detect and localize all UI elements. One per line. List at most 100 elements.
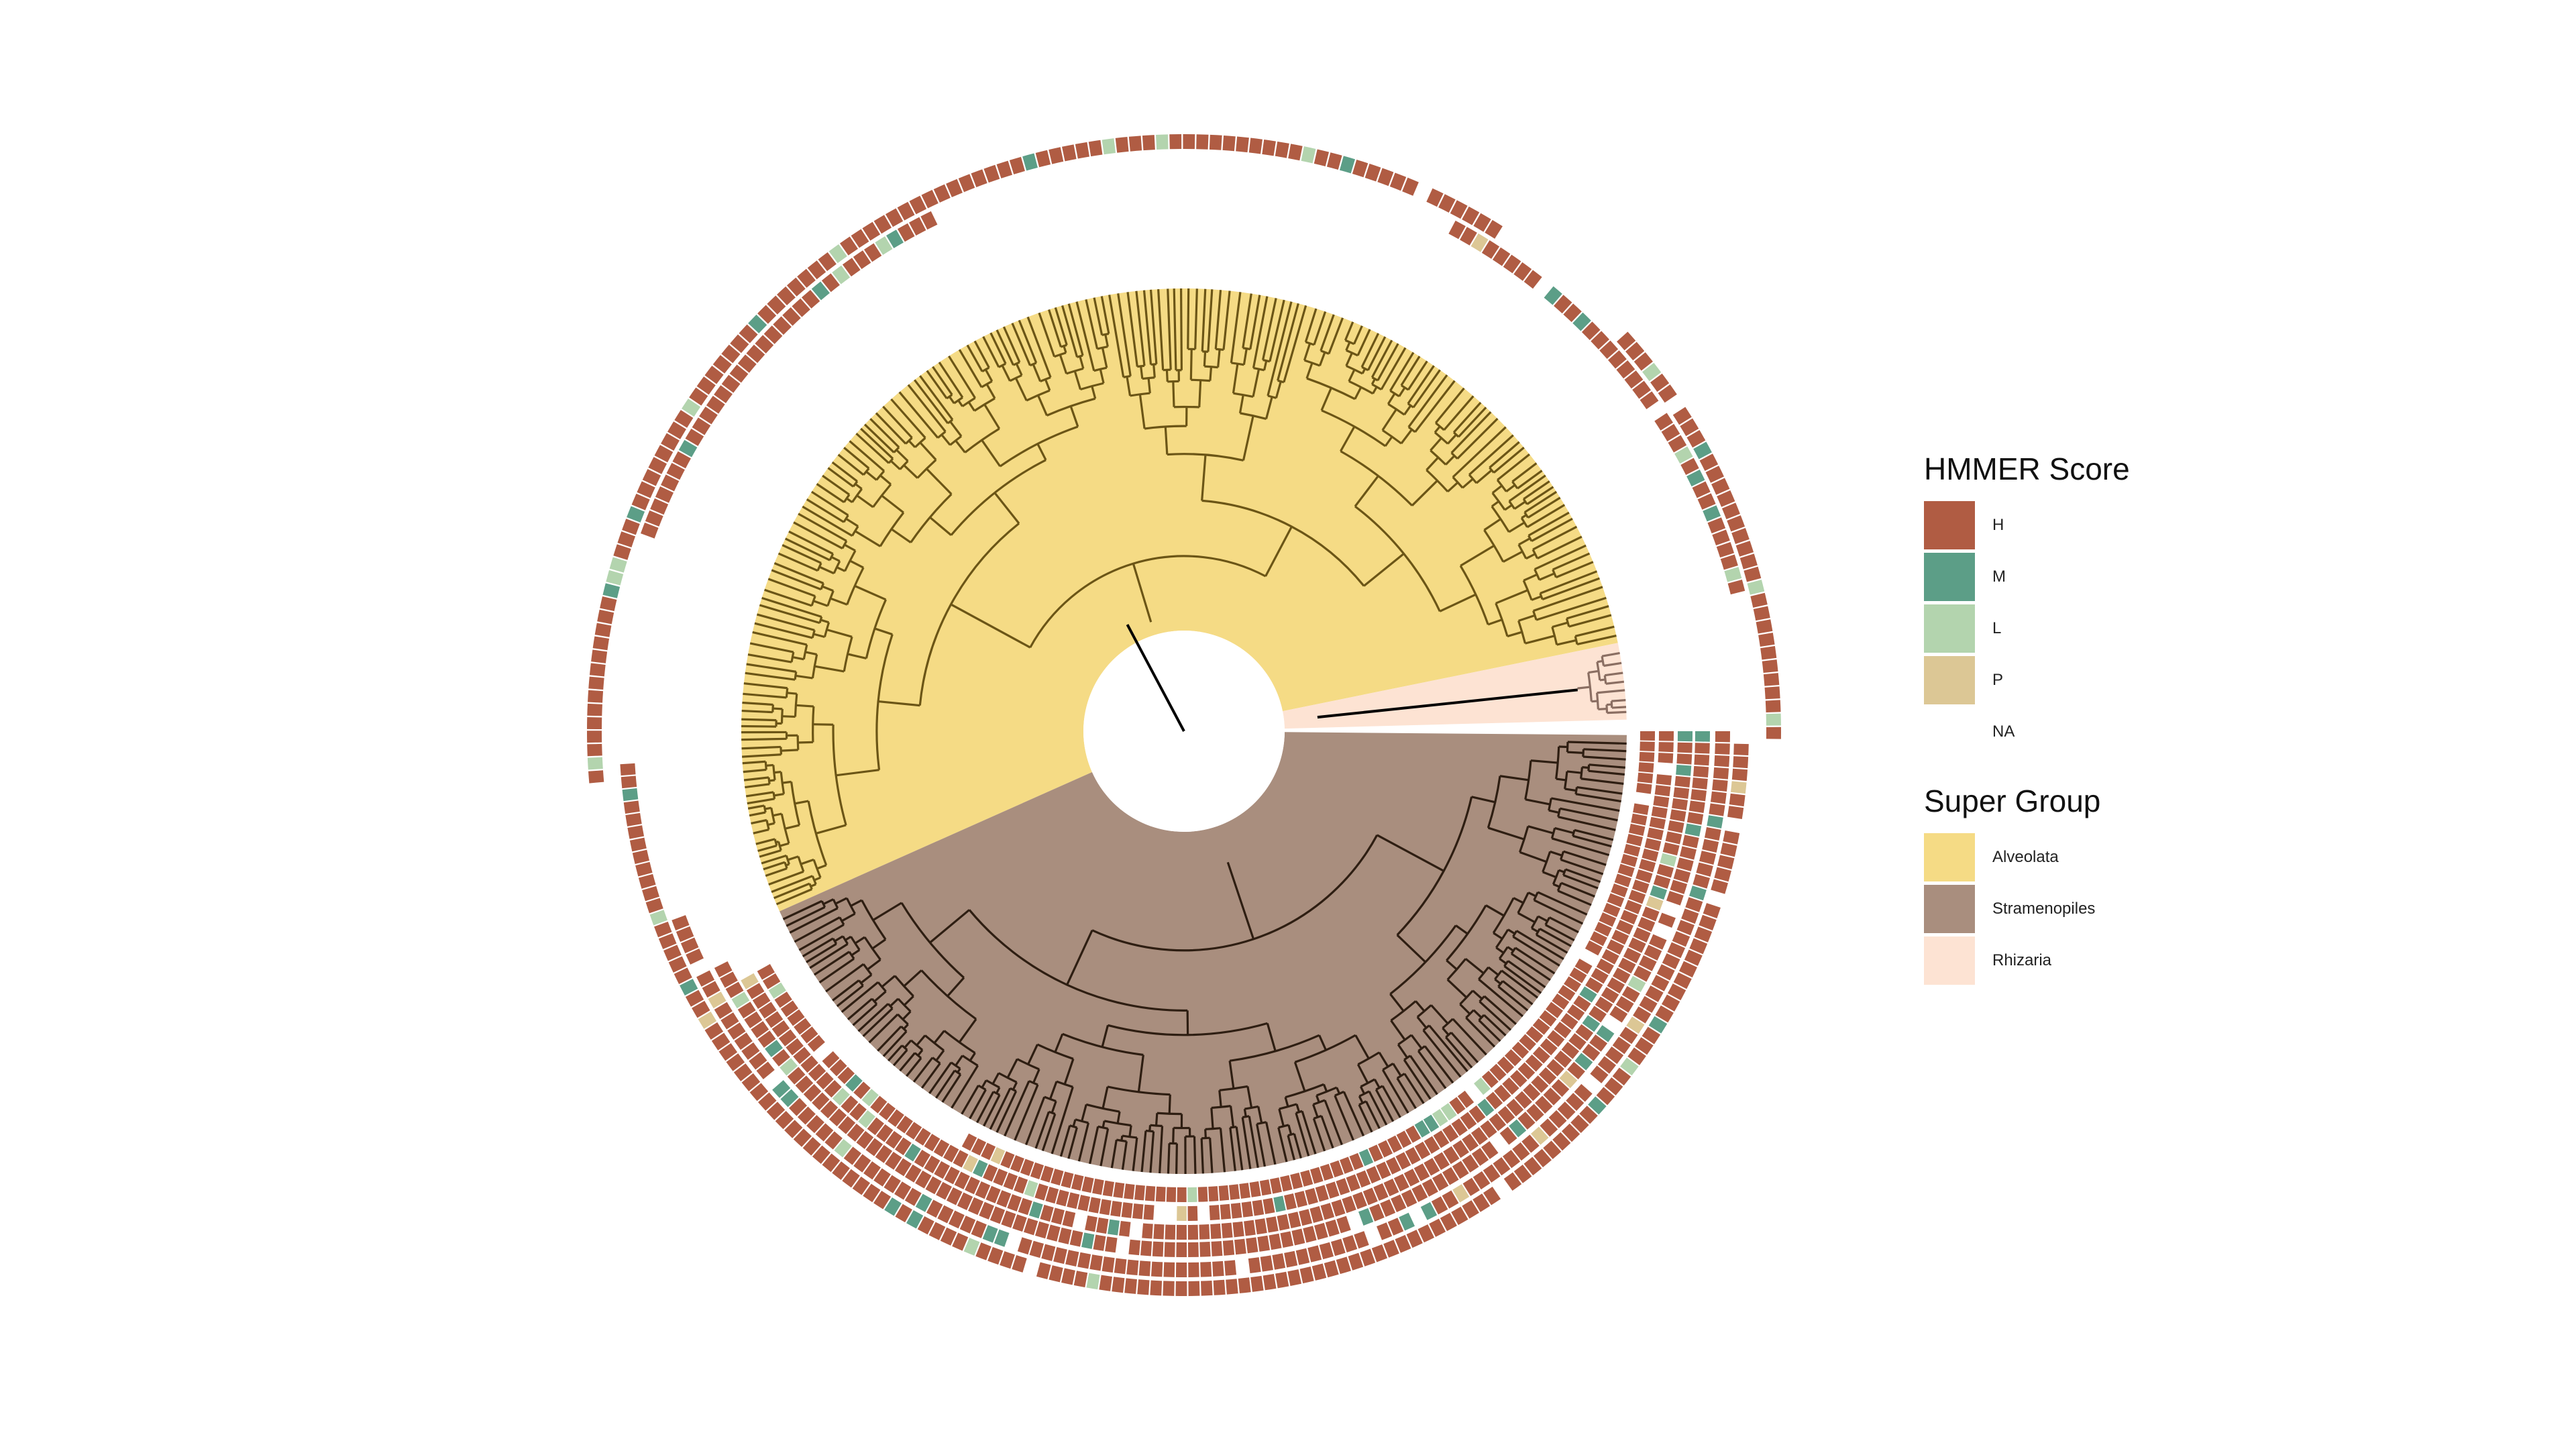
internal-arc-stramenopiles: [1108, 1022, 1268, 1036]
hmmer-ring-cell: [1330, 1160, 1344, 1178]
stem-branch-stramenopiles: [841, 912, 856, 922]
internal-arc-stramenopiles: [1389, 924, 1457, 996]
hmmer-ring-cell: [875, 236, 893, 255]
stem-branch-stramenopiles: [958, 1018, 977, 1043]
hmmer-ring-cell: [838, 1116, 856, 1134]
hmmer-ring-cell: [1020, 1159, 1034, 1176]
internal-arc-stramenopiles: [1287, 1132, 1295, 1137]
stem-branch-stramenopiles: [1322, 1083, 1328, 1092]
rhizaria-root-branch: [1317, 688, 1578, 719]
hmmer-ring-cell: [847, 1124, 865, 1142]
hmmer-ring-cell: [1036, 1262, 1051, 1279]
stem-branch-alveolata: [1152, 364, 1156, 378]
stem-branch-stramenopiles: [917, 1049, 924, 1057]
tip-branch-alveolata: [932, 366, 953, 396]
internal-arc-alveolata: [1204, 365, 1218, 369]
internal-arc-stramenopiles: [985, 1079, 1000, 1089]
stem-branch-alveolata: [881, 494, 904, 514]
hmmer-ring-cell: [894, 1181, 912, 1200]
stem-branch-alveolata: [1556, 639, 1577, 646]
stem-branch-alveolata: [810, 883, 816, 888]
hmmer-ring-cell: [987, 1246, 1004, 1265]
hmmer-ring-cell: [680, 937, 699, 954]
hmmer-ring-cell: [1399, 1212, 1415, 1231]
hmmer-ring-cell: [1668, 435, 1687, 453]
stem-branch-alveolata: [1138, 394, 1146, 429]
tip-branch-stramenopiles: [786, 906, 826, 927]
hmmer-ring-cell: [1460, 1112, 1477, 1130]
hmmer-ring-cell: [904, 1164, 922, 1183]
hmmer-ring-cell: [621, 775, 637, 789]
hmmer-ring-cell: [1511, 1041, 1529, 1059]
hmmer-ring-cell: [1315, 1185, 1329, 1202]
hmmer-ring-cell: [1383, 1240, 1399, 1258]
tip-branch-stramenopiles: [1445, 1036, 1473, 1069]
tip-branch-alveolata: [1283, 305, 1307, 383]
tip-branch-stramenopiles: [1515, 947, 1556, 975]
hmmer-ring-cell: [741, 1073, 761, 1091]
hmmer-ring-cell: [1474, 1077, 1491, 1095]
stem-branch-stramenopiles: [872, 902, 902, 922]
tip-branch-stramenopiles: [1265, 1122, 1277, 1165]
tip-branch-stramenopiles: [1324, 1099, 1343, 1146]
hmmer-ring-cell: [1608, 350, 1627, 369]
internal-arc-alveolata: [797, 856, 805, 872]
tip-branch-stramenopiles: [1067, 1127, 1078, 1159]
hmmer-ring-cell: [924, 1155, 941, 1174]
hmmer-ring-cell: [757, 305, 777, 324]
hmmer-ring-cell: [1589, 1034, 1608, 1052]
tip-branch-alveolata: [741, 745, 781, 750]
stem-branch-alveolata: [941, 433, 951, 446]
hmmer-ring-cell: [948, 1210, 965, 1229]
tip-branch-alveolata: [784, 537, 830, 561]
legend-label-stramenopiles: Stramenopiles: [1992, 899, 2096, 918]
hmmer-ring-cell: [1009, 156, 1025, 174]
tip-branch-alveolata: [1458, 407, 1487, 438]
hmmer-ring-cell: [757, 1030, 776, 1048]
hmmer-ring-cell: [1325, 1219, 1340, 1237]
hmmer-ring-cell: [1270, 1177, 1282, 1194]
hmmer-ring-cell: [1686, 470, 1705, 487]
hmmer-ring-cell: [1077, 1252, 1091, 1269]
tip-branch-stramenopiles: [996, 1090, 1018, 1133]
hmmer-ring-cell: [1481, 240, 1500, 259]
hmmer-ring-cell: [1105, 1236, 1118, 1253]
hmmer-ring-cell: [1670, 809, 1686, 822]
hmmer-ring-cell: [1615, 920, 1633, 935]
stem-branch-stramenopiles: [1032, 1069, 1040, 1083]
tip-branch-alveolata: [1534, 544, 1587, 570]
legend-item-l: L: [1924, 602, 2273, 654]
hmmer-ring-cell: [1589, 1006, 1607, 1023]
internal-arc-alveolata: [811, 629, 816, 639]
hmmer-ring-cell: [1493, 1157, 1511, 1176]
tip-branch-alveolata: [788, 530, 834, 555]
hmmer-ring-cell: [1561, 1123, 1580, 1142]
internal-arc-stramenopiles: [1219, 1085, 1248, 1091]
tip-branch-alveolata: [1252, 296, 1269, 368]
hmmer-ring-cell: [1010, 1155, 1024, 1173]
tip-branch-stramenopiles: [1089, 1126, 1099, 1165]
internal-arc-stramenopiles: [820, 900, 826, 908]
hmmer-ring-cell: [1069, 1230, 1083, 1247]
hmmer-ring-cell: [841, 1095, 859, 1114]
hmmer-ring-cell: [1624, 370, 1644, 389]
hmmer-ring-cell: [1633, 927, 1651, 943]
hmmer-ring-cell: [1699, 453, 1719, 472]
stem-branch-stramenopiles: [1459, 1003, 1471, 1015]
hmmer-ring-cell: [897, 223, 915, 242]
stem-branch-alveolata: [815, 824, 847, 835]
hmmer-ring-cell: [1603, 902, 1621, 918]
hmmer-ring-cell: [1552, 1132, 1571, 1151]
hmmer-ring-cell: [725, 981, 744, 998]
stem-branch-alveolata: [826, 629, 853, 638]
tip-branch-stramenopiles: [1167, 1143, 1171, 1174]
stem-branch-stramenopiles: [1554, 826, 1574, 835]
hmmer-ring-cell: [771, 1020, 790, 1038]
tip-branch-stramenopiles: [1583, 748, 1627, 753]
hmmer-ring-cell: [1662, 842, 1680, 856]
internal-arc-stramenopiles: [1316, 1086, 1338, 1097]
hmmer-ring-cell: [1644, 945, 1662, 961]
hmmer-ring-cell: [658, 933, 677, 949]
stem-branch-alveolata: [1345, 341, 1351, 351]
internal-arc-alveolata: [1483, 529, 1505, 563]
